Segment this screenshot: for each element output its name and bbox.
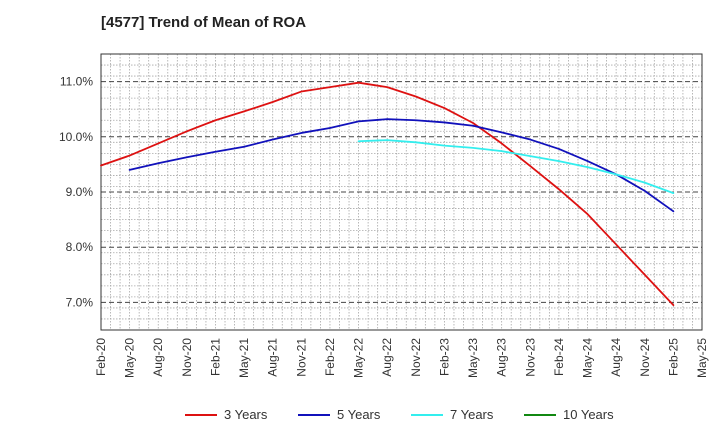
y-tick-label: 11.0% <box>60 75 93 89</box>
x-tick-label: Aug-24 <box>609 338 623 377</box>
x-tick-label: May-20 <box>123 338 137 378</box>
y-tick-label: 8.0% <box>66 240 94 254</box>
y-tick-label: 10.0% <box>59 130 93 144</box>
series-line-3-years <box>100 81 675 307</box>
legend-label: 7 Years <box>450 407 494 422</box>
x-tick-label: Aug-23 <box>495 338 509 377</box>
x-tick-label: Feb-25 <box>666 338 680 376</box>
x-tick-label: Feb-23 <box>437 338 451 376</box>
x-tick-label: May-25 <box>695 338 709 378</box>
x-tick-label: Feb-20 <box>94 338 108 376</box>
plot-frame <box>100 53 703 331</box>
x-tick-label: Nov-21 <box>294 338 308 377</box>
x-tick-label: Feb-24 <box>552 338 566 376</box>
x-tick-label: Nov-24 <box>638 338 652 377</box>
x-tick-label: Aug-20 <box>151 338 165 377</box>
grid-layer <box>100 53 703 331</box>
axis-layer: 7.0% 8.0% 9.0% 10.0% 11.0% Feb-20 May-20 Aug-20… <box>59 53 709 378</box>
legend-label: 10 Years <box>563 407 614 422</box>
series-layer <box>100 81 675 307</box>
x-tick-label: May-22 <box>352 338 366 378</box>
x-tick-label: Aug-21 <box>266 338 280 377</box>
x-tick-label: May-21 <box>237 338 251 378</box>
chart-title: [4577] Trend of Mean of ROA <box>101 14 307 31</box>
x-tick-label: Aug-22 <box>380 338 394 377</box>
x-tick-label: May-24 <box>581 338 595 378</box>
y-tick-label: 7.0% <box>66 295 94 309</box>
x-tick-label: Nov-20 <box>180 338 194 377</box>
legend-layer: 3 Years 5 Years 7 Years 10 Years <box>185 407 614 422</box>
series-line-7-years <box>357 139 675 194</box>
x-tick-label: Feb-22 <box>323 338 337 376</box>
x-tick-label: Feb-21 <box>208 338 222 376</box>
legend-label: 3 Years <box>224 407 268 422</box>
legend-label: 5 Years <box>337 407 381 422</box>
x-tick-label: Nov-23 <box>523 338 537 377</box>
x-tick-label: Nov-22 <box>409 338 423 377</box>
y-tick-label: 9.0% <box>66 185 94 199</box>
series-line-5-years <box>128 118 675 213</box>
x-tick-label: May-23 <box>466 338 480 378</box>
